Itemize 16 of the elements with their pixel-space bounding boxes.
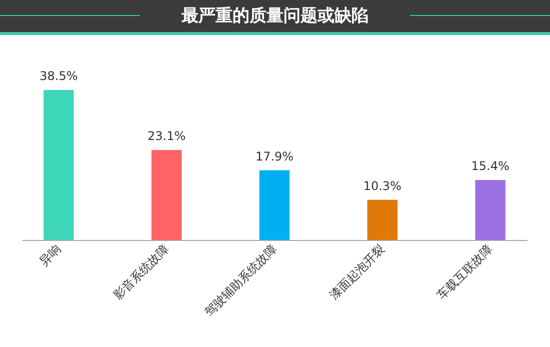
data-label: 38.5% bbox=[40, 69, 78, 83]
bar bbox=[367, 200, 398, 240]
data-label: 10.3% bbox=[363, 178, 402, 193]
x-tick-label: 漆面起泡开裂 bbox=[326, 242, 388, 302]
data-label: 17.9% bbox=[255, 149, 294, 164]
data-label: 23.1% bbox=[148, 129, 186, 143]
x-tick-label: 影音系统故障 bbox=[110, 242, 172, 302]
x-tick-label: 车载互联故障 bbox=[434, 242, 496, 302]
data-label: 15.4% bbox=[471, 159, 510, 173]
bar bbox=[44, 90, 74, 240]
x-tick-label: 驾驶辅助系统故障 bbox=[202, 242, 280, 320]
bar bbox=[259, 170, 290, 240]
bar bbox=[151, 150, 182, 240]
x-tick-label: 异响 bbox=[36, 242, 64, 268]
bar bbox=[475, 180, 506, 240]
chart-title: 最严重的质量问题或缺陷 bbox=[182, 6, 368, 26]
